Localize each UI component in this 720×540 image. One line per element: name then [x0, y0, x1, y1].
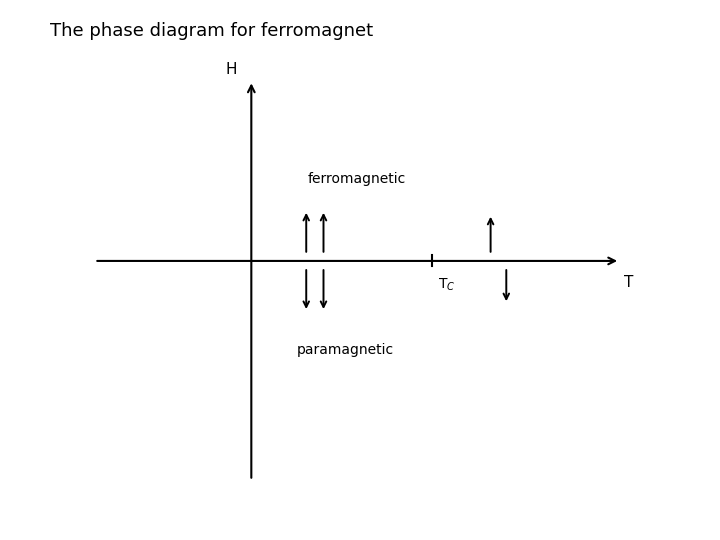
Text: The phase diagram for ferromagnet: The phase diagram for ferromagnet	[50, 22, 374, 39]
Text: ferromagnetic: ferromagnetic	[308, 172, 406, 186]
Text: T: T	[624, 275, 634, 290]
Text: paramagnetic: paramagnetic	[297, 343, 394, 357]
Text: H: H	[225, 62, 237, 77]
Text: T$_C$: T$_C$	[438, 276, 456, 293]
